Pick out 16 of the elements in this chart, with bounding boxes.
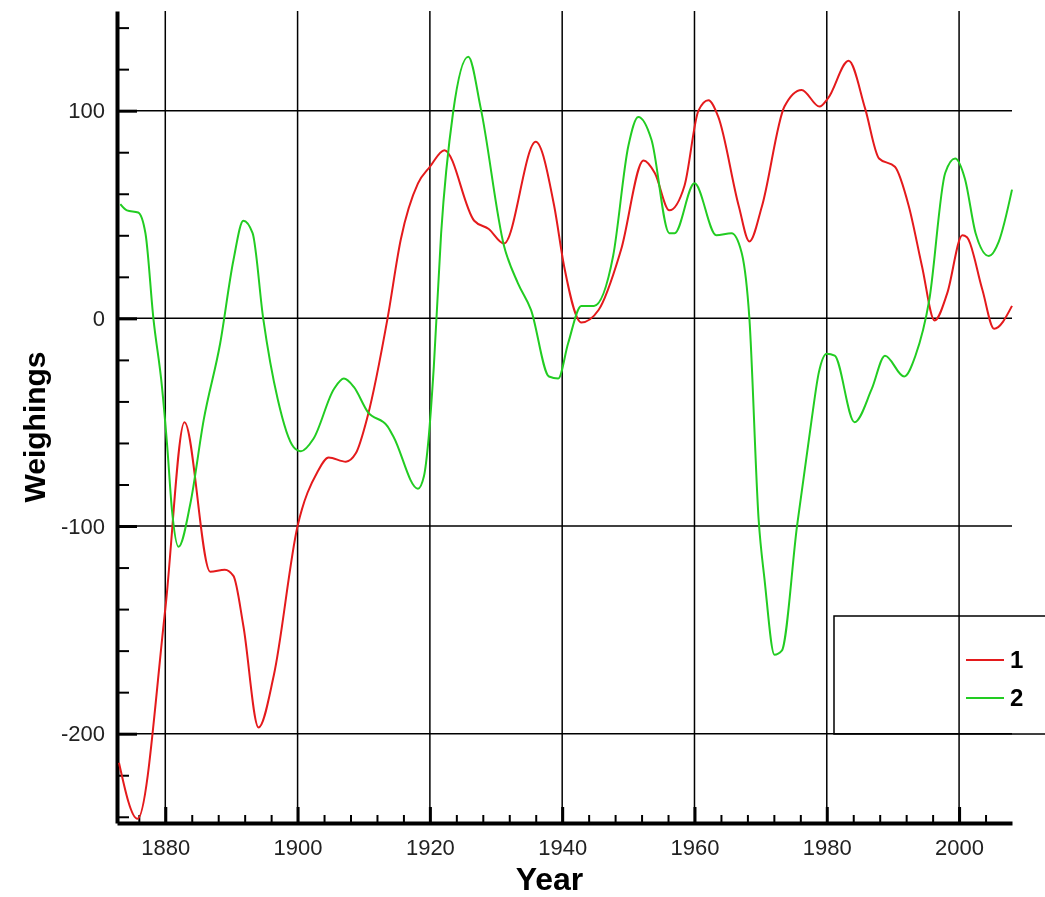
x-axis-title: Year	[515, 861, 584, 897]
x-tick-label: 1880	[141, 834, 191, 860]
legend-label: 1	[1010, 646, 1024, 673]
x-tick-label: 2000	[935, 834, 985, 860]
x-tick-label: 1980	[802, 834, 852, 860]
x-tick-label: 1960	[670, 834, 720, 860]
legend-label: 2	[1010, 684, 1024, 711]
y-tick-label: 0	[92, 305, 105, 331]
x-tick-label: 1920	[405, 834, 455, 860]
x-tick-label: 1940	[538, 834, 588, 860]
y-tick-label: -100	[60, 513, 105, 539]
y-tick-label: -200	[60, 721, 105, 747]
y-tick-label: 100	[68, 98, 105, 124]
y-axis-title: Weighings	[18, 351, 51, 503]
x-tick-label: 1900	[273, 834, 323, 860]
line-series	[119, 55, 1013, 656]
